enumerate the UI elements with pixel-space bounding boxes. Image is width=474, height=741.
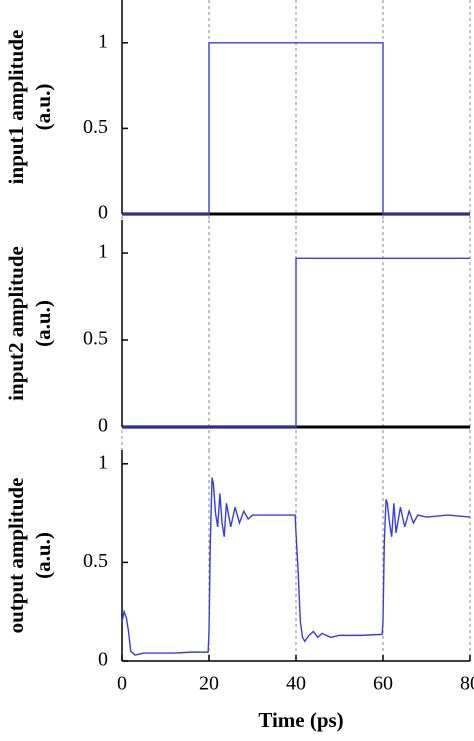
y-axis-label: (a.u.)	[31, 300, 55, 347]
y-tick-label: 0	[98, 415, 108, 437]
y-axis-label: input1 amplitude	[4, 30, 28, 185]
y-axis-label: (a.u.)	[31, 532, 55, 579]
x-tick-label: 0	[117, 673, 127, 695]
y-tick-label: 0.5	[83, 328, 108, 350]
y-tick-label: 0	[98, 202, 108, 224]
y-tick-label: 0	[98, 649, 108, 671]
y-axis-label: (a.u.)	[31, 84, 55, 131]
y-tick-label: 1	[98, 241, 108, 263]
line	[122, 42, 470, 215]
y-tick-label: 1	[98, 30, 108, 52]
x-tick-label: 80	[460, 673, 474, 695]
y-tick-label: 0.5	[83, 550, 108, 572]
x-axis-label: Time (ps)	[258, 708, 343, 732]
line	[121, 477, 471, 656]
y-tick-label: 0.5	[83, 116, 108, 138]
line	[122, 257, 470, 428]
y-axis-label: output amplitude	[4, 478, 28, 634]
x-tick-label: 40	[286, 673, 306, 695]
y-tick-label: 1	[98, 451, 108, 473]
x-tick-label: 60	[373, 673, 393, 695]
y-axis-label: input2 amplitude	[4, 246, 28, 401]
x-tick-label: 20	[199, 673, 219, 695]
